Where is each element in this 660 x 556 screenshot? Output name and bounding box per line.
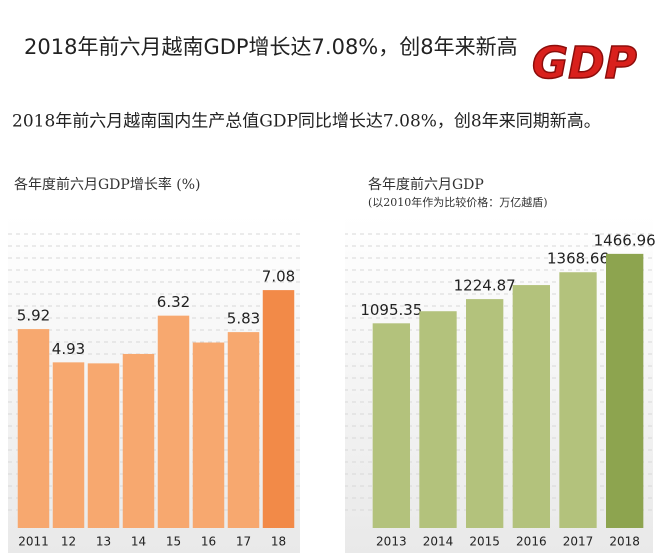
bar xyxy=(157,315,190,528)
x-tick-label: 2014 xyxy=(423,535,454,549)
x-tick-label: 12 xyxy=(61,535,76,549)
bar xyxy=(466,299,504,528)
value-label: 6.32 xyxy=(157,293,190,311)
bar xyxy=(559,272,597,528)
x-tick-label: 18 xyxy=(271,535,286,549)
bar xyxy=(122,353,155,528)
chart-title: 各年度前六月GDP增长率 (%) xyxy=(14,176,201,193)
x-tick-label: 16 xyxy=(201,535,216,549)
x-tick-label: 2018 xyxy=(609,535,640,549)
bar xyxy=(262,290,295,528)
value-label: 1368.66 xyxy=(547,250,609,268)
bar xyxy=(192,342,225,528)
x-tick-label: 2013 xyxy=(376,535,407,549)
value-label: 7.08 xyxy=(262,268,295,286)
x-tick-label: 14 xyxy=(131,535,146,549)
bar xyxy=(87,363,120,528)
value-label: 1224.87 xyxy=(454,277,516,295)
page-title: 2018年前六月越南GDP增长达7.08%，创8年来新高 xyxy=(24,35,518,59)
bar xyxy=(17,329,50,528)
value-label: 5.83 xyxy=(227,310,260,328)
bar xyxy=(372,323,410,528)
x-tick-label: 2017 xyxy=(563,535,594,549)
charts: 各年度前六月GDP增长率 (%) 5.92 2011 4.93 12 13 14 6.32 15… xyxy=(14,176,656,549)
value-label: 1466.96 xyxy=(594,231,656,249)
x-tick-label: 13 xyxy=(96,535,111,549)
bar xyxy=(512,285,550,528)
x-tick-label: 2011 xyxy=(18,535,49,549)
value-label: 1095.35 xyxy=(360,301,422,319)
x-tick-label: 15 xyxy=(166,535,181,549)
bar xyxy=(52,362,85,528)
bar xyxy=(419,311,457,528)
x-tick-label: 2015 xyxy=(469,535,500,549)
page-subtitle: 2018年前六月越南国内生产总值GDP同比增长达7.08%，创8年来同期新高。 xyxy=(12,112,601,132)
x-tick-label: 17 xyxy=(236,535,251,549)
bar xyxy=(227,332,260,528)
value-label: 5.92 xyxy=(17,307,50,325)
chart-subtitle: (以2010年作为比较价格：万亿越盾) xyxy=(368,195,548,209)
value-label: 4.93 xyxy=(52,340,85,358)
chart-title: 各年度前六月GDP xyxy=(368,176,484,193)
bar xyxy=(606,253,644,528)
x-tick-label: 2016 xyxy=(516,535,547,549)
gdp-logo: GDP xyxy=(532,38,637,89)
